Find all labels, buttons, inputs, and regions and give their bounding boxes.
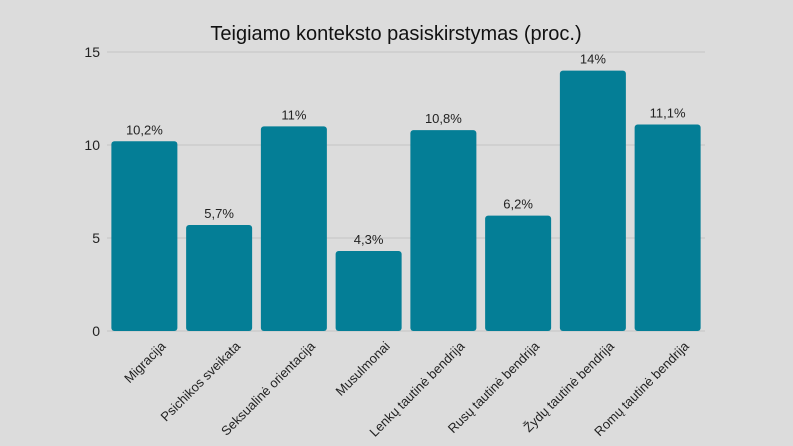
data-label: 5,7% <box>204 206 234 221</box>
data-label: 11% <box>281 107 306 122</box>
chart-title: Teigiamo konteksto pasiskirstymas (proc.… <box>210 23 581 45</box>
bar <box>485 215 552 331</box>
bar <box>559 70 626 331</box>
data-label: 4,3% <box>354 232 384 247</box>
category-label: Migracija <box>121 338 169 386</box>
bar <box>111 141 178 331</box>
category-label: Musulmonai <box>333 338 393 398</box>
category-label: Psichikos sveikata <box>158 338 244 424</box>
bar <box>335 251 402 331</box>
data-label: 11,1% <box>650 106 686 121</box>
y-axis-ticks: 0 5 10 15 <box>84 44 100 339</box>
y-tick-label: 5 <box>92 230 100 246</box>
data-label: 10,8% <box>425 111 462 126</box>
bar <box>186 224 253 331</box>
data-label: 10,2% <box>126 122 163 137</box>
y-tick-label: 10 <box>84 137 100 153</box>
bar <box>634 124 701 331</box>
bar <box>260 126 327 332</box>
bars <box>111 70 701 332</box>
data-label: 6,2% <box>503 197 533 212</box>
data-labels: 10,2% 5,7% 11% 4,3% 10,8% 6,2% 14% 11,1% <box>126 52 686 247</box>
data-label: 14% <box>580 52 606 67</box>
y-tick-label: 15 <box>84 44 100 60</box>
y-tick-label: 0 <box>92 323 100 339</box>
bar <box>410 130 477 331</box>
